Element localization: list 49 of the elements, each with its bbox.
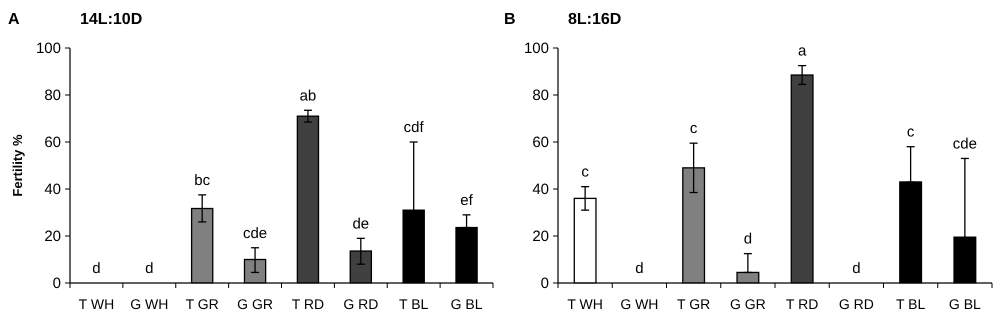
y-tick-label: 40	[44, 181, 61, 198]
y-tick-label: 0	[540, 275, 549, 292]
x-tick-label: G WH	[620, 296, 658, 312]
annotation: d	[635, 260, 644, 277]
x-tick-label: T GR	[677, 296, 710, 312]
text: B	[504, 11, 516, 28]
y-tick-label: 60	[532, 134, 549, 151]
x-tick-label: T WH	[78, 296, 114, 312]
y-tick-label: 60	[44, 134, 61, 151]
annotation: d	[852, 260, 861, 277]
annotation: de	[352, 215, 370, 232]
x-tick-label: T RD	[786, 296, 818, 312]
annotation: c	[581, 164, 590, 181]
text: A	[8, 11, 20, 28]
y-tick-label: 80	[44, 87, 61, 104]
annotation: cdf	[404, 119, 425, 136]
x-tick-label: G RD	[838, 296, 874, 312]
y-axis-title: Fertility %	[10, 134, 25, 197]
annotation: bc	[194, 172, 211, 189]
y-tick-label: 40	[532, 181, 549, 198]
x-tick-label: T BL	[896, 296, 926, 312]
chart-title: 14L:10D	[80, 11, 142, 28]
x-tick-label: G BL	[948, 296, 982, 312]
y-tick-label: 0	[52, 275, 61, 292]
annotation: d	[145, 260, 154, 277]
y-tick-label: 100	[524, 40, 549, 57]
x-tick-label: T BL	[399, 296, 429, 312]
annotation: a	[798, 42, 807, 60]
x-tick-label: G WH	[130, 296, 168, 312]
annotation: ab	[300, 87, 316, 104]
y-tick-label: 20	[44, 228, 61, 245]
x-tick-label: G GR	[730, 296, 766, 312]
annotation: d	[92, 260, 101, 277]
x-tick-label: T RD	[292, 296, 324, 312]
annotation: cde	[242, 224, 268, 242]
annotation: c	[906, 124, 915, 141]
x-tick-label: G RD	[343, 296, 378, 312]
annotation: d	[744, 230, 752, 248]
chart-title: 8L:16D	[568, 11, 622, 28]
y-tick-label: 100	[36, 40, 61, 57]
y-tick-label: 20	[532, 228, 549, 245]
annotation: cde	[952, 135, 977, 152]
x-tick-label: T WH	[567, 296, 603, 312]
x-tick-label: G GR	[237, 296, 273, 312]
x-tick-label: G BL	[450, 296, 483, 312]
y-tick-label: 80	[532, 87, 549, 104]
annotation: c	[690, 120, 698, 138]
x-tick-label: T GR	[186, 296, 219, 312]
annotation: ef	[460, 192, 474, 209]
